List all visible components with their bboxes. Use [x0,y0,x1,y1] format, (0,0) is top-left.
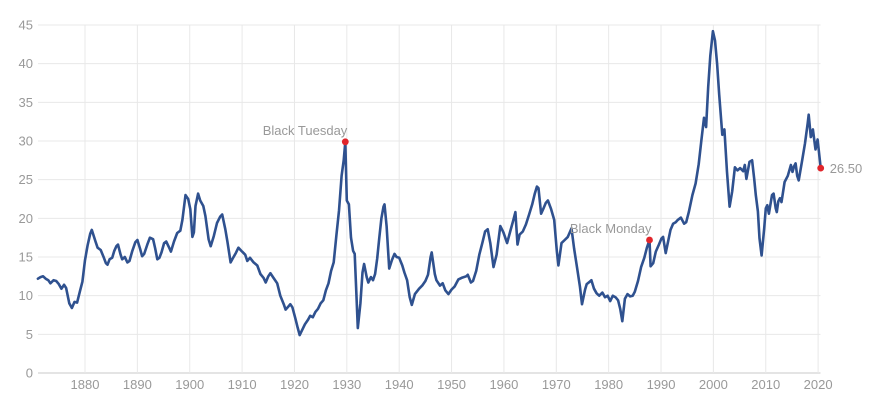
x-axis-tick-label: 2020 [804,377,833,392]
y-axis-tick-label: 0 [26,366,33,381]
x-axis-tick-label: 1930 [332,377,361,392]
y-axis-tick-label: 30 [19,134,33,149]
x-axis-tick-label: 2000 [699,377,728,392]
y-axis-tick-label: 25 [19,172,33,187]
annotation-label: 26.50 [830,161,863,176]
x-axis-tick-label: 1900 [175,377,204,392]
y-axis-tick-label: 5 [26,327,33,342]
x-axis-tick-label: 1980 [594,377,623,392]
annotation-label: Black Tuesday [263,123,348,138]
x-axis-tick-label: 1920 [280,377,309,392]
x-axis-tick-label: 2010 [751,377,780,392]
annotation-label: Black Monday [570,221,652,236]
x-axis-tick-label: 1940 [385,377,414,392]
x-axis-tick-label: 1950 [437,377,466,392]
annotation-layer: Black Tuesday Black Monday 26.50 [263,123,862,244]
x-axis-tick-label: 1970 [542,377,571,392]
annotation-marker[interactable] [817,164,825,172]
annotation-marker[interactable] [646,236,653,244]
y-axis-tick-label: 40 [19,56,33,71]
grid-layer [38,24,821,374]
y-axis-tick-label: 45 [19,18,33,33]
y-axis-tick-label: 15 [19,250,33,265]
x-axis-tick-label: 1880 [71,377,100,392]
y-axis-tick-label: 10 [19,288,33,303]
x-axis-tick-label: 1890 [123,377,152,392]
x-axis-tick-label: 1960 [489,377,518,392]
series-line-price-earnings-ratio[interactable] [36,29,823,337]
x-axis-tick-label: 1910 [228,377,257,392]
x-axis-tick-label: 1990 [647,377,676,392]
annotation-marker[interactable] [341,138,349,146]
series-layer [36,29,823,337]
y-axis-tick-label: 35 [19,95,33,110]
y-axis-tick-label: 20 [19,211,33,226]
axis-label-layer: 0 5 10 15 20 25 30 35 40 45 1880 1890 1900 1910 1920 19… [19,18,833,392]
